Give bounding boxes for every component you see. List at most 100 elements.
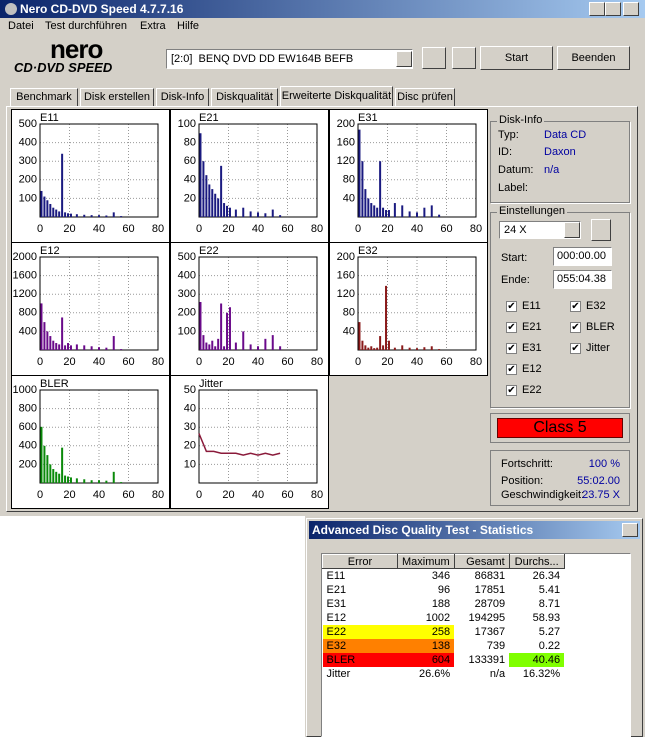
chart-panel: E31 40 80 120 160 200 0 20 40 60 80 xyxy=(329,109,488,243)
stats-cell: 138 xyxy=(397,639,455,653)
stats-row: E21 96 17851 5.41 xyxy=(323,583,565,597)
drive-select[interactable]: [2:0] BENQ DVD DD EW164B BEFB xyxy=(166,49,413,69)
x-tick-label: 0 xyxy=(355,356,361,368)
plot-frame xyxy=(198,256,318,351)
plot-frame xyxy=(357,123,477,218)
checkbox-label: E21 xyxy=(522,321,542,333)
y-tick-label: 120 xyxy=(337,155,355,167)
tab[interactable]: Benchmark xyxy=(10,88,78,106)
y-tick-label: 100 xyxy=(19,192,37,204)
tab-page xyxy=(6,106,638,512)
stats-row: BLER 604 133391 40.46 xyxy=(322,653,565,667)
field-label: Ende: xyxy=(501,274,530,286)
y-tick-label: 80 xyxy=(343,174,355,186)
minimize-button[interactable] xyxy=(589,2,605,16)
dropdown-arrow[interactable] xyxy=(396,51,412,67)
checkbox[interactable]: ✔ xyxy=(506,301,517,312)
end-input[interactable]: 055:04.38 xyxy=(553,270,612,289)
stats-cell: 5.41 xyxy=(538,584,561,596)
y-tick-label: 400 xyxy=(19,440,37,452)
y-tick-label: 80 xyxy=(184,137,196,149)
x-tick-label: 20 xyxy=(222,356,234,368)
maximize-button[interactable] xyxy=(605,2,621,16)
progress-label: Position: xyxy=(501,475,544,487)
panel-title: E12 xyxy=(40,245,60,257)
stats-list: Error Maximum Gesamt Durchs... E11 346 868… xyxy=(321,553,631,737)
x-tick-label: 40 xyxy=(93,223,105,235)
checkbox[interactable]: ✔ xyxy=(506,364,517,375)
x-tick-label: 80 xyxy=(152,489,164,501)
column-header[interactable]: Maximum xyxy=(397,554,455,569)
y-tick-label: 400 xyxy=(19,137,37,149)
checkbox[interactable]: ✔ xyxy=(570,322,581,333)
close-button[interactable] xyxy=(623,2,639,16)
close-button[interactable] xyxy=(622,523,638,537)
stats-cell: 17367 xyxy=(474,626,506,638)
stats-cell: n/a xyxy=(489,668,506,680)
stats-cell: E22 xyxy=(322,625,398,639)
menu-item[interactable]: Datei xyxy=(8,20,34,32)
plot-frame xyxy=(198,389,318,484)
stats-row: E31 188 28709 8.71 xyxy=(323,597,565,611)
y-tick-label: 300 xyxy=(178,288,196,300)
stats-row: E32 138 739 0.22 xyxy=(322,639,565,653)
checkbox[interactable]: ✔ xyxy=(570,301,581,312)
x-tick-label: 40 xyxy=(252,356,264,368)
menu-item[interactable]: Hilfe xyxy=(177,20,200,32)
drive-name: [2:0] BENQ DVD DD EW164B BEFB xyxy=(171,53,354,65)
x-tick-label: 40 xyxy=(252,223,264,235)
start-button[interactable]: Start xyxy=(480,46,553,70)
tab[interactable]: Diskqualität xyxy=(211,88,278,106)
stats-cell: 8.71 xyxy=(538,598,561,610)
column-header[interactable]: Durchs... xyxy=(508,554,565,569)
chart-panel: E22 100 200 300 400 500 0 20 40 60 80 xyxy=(170,242,329,376)
header-row: Error Maximum Gesamt Durchs... xyxy=(322,554,565,569)
progress-frame xyxy=(490,450,630,506)
progress-label: Geschwindigkeit: xyxy=(501,489,585,501)
x-tick-label: 80 xyxy=(470,223,482,235)
save-button[interactable] xyxy=(452,47,476,69)
x-tick-label: 80 xyxy=(152,356,164,368)
stats-cell: 188 xyxy=(431,598,451,610)
stop-button[interactable]: Beenden xyxy=(557,46,630,70)
tab[interactable]: Disk erstellen xyxy=(80,88,154,106)
x-tick-label: 0 xyxy=(37,356,43,368)
checkbox[interactable]: ✔ xyxy=(506,385,517,396)
checkbox-label: E11 xyxy=(522,300,541,312)
chart-panel: E12 400 800 1200 1600 2000 0 20 40 60 80 xyxy=(11,242,170,376)
stats-row: E12 1002 194295 58.93 xyxy=(323,611,565,625)
stats-cell: E31 xyxy=(326,598,347,610)
dropdown-arrow[interactable] xyxy=(564,222,580,238)
y-tick-label: 200 xyxy=(19,458,37,470)
menu-item[interactable]: Extra xyxy=(140,20,166,32)
x-tick-label: 80 xyxy=(470,356,482,368)
field-value: Daxon xyxy=(544,146,576,158)
start-input[interactable]: 000:00.00 xyxy=(553,247,612,266)
x-tick-label: 40 xyxy=(252,489,264,501)
x-tick-label: 60 xyxy=(122,489,134,501)
stats-cell: 26.34 xyxy=(532,570,561,582)
tab[interactable]: Disk-Info xyxy=(156,88,209,106)
stats-cell: 40.46 xyxy=(509,653,565,667)
column-header[interactable]: Gesamt xyxy=(453,554,510,569)
speed-select[interactable]: 24 X xyxy=(499,221,581,239)
x-tick-label: 60 xyxy=(122,223,134,235)
column-header[interactable]: Error xyxy=(322,554,398,569)
tab[interactable]: Erweiterte Diskqualität xyxy=(280,86,393,106)
tab[interactable]: Disc prüfen xyxy=(395,88,455,106)
y-tick-label: 100 xyxy=(178,325,196,337)
plot-frame xyxy=(39,256,159,351)
refresh-button[interactable] xyxy=(591,219,611,241)
y-tick-label: 200 xyxy=(337,251,355,263)
stats-cell: 28709 xyxy=(474,598,506,610)
y-tick-label: 400 xyxy=(19,325,37,337)
menu-item[interactable]: Test durchführen xyxy=(45,20,127,32)
group-title: Einstellungen xyxy=(497,205,568,217)
stats-row: E22 258 17367 5.27 xyxy=(322,625,565,639)
checkbox[interactable]: ✔ xyxy=(506,343,517,354)
stats-cell: 86831 xyxy=(474,570,506,582)
drive-info-button[interactable] xyxy=(422,47,446,69)
chart-panel: BLER 200 400 600 800 1000 0 20 40 60 80 xyxy=(11,375,170,509)
checkbox[interactable]: ✔ xyxy=(506,322,517,333)
checkbox[interactable]: ✔ xyxy=(570,343,581,354)
